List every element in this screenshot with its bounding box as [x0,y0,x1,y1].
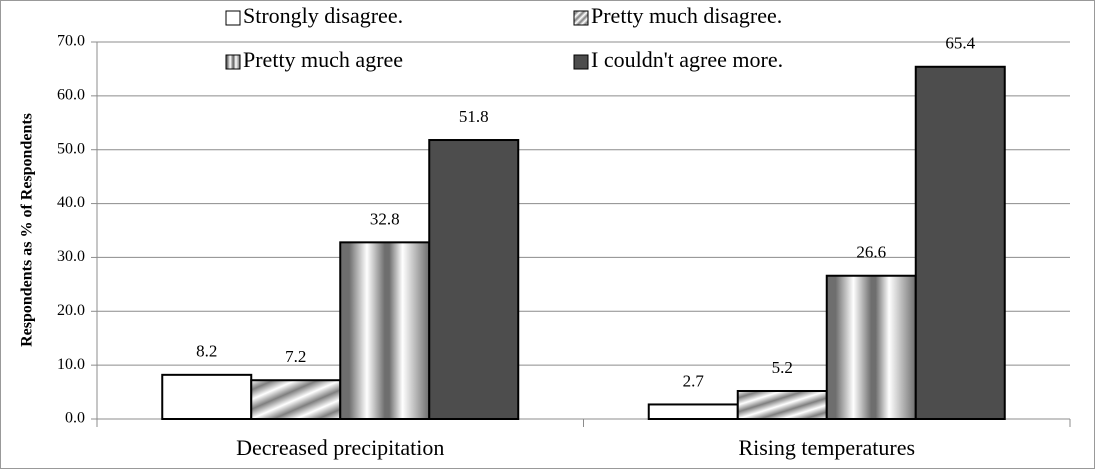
legend-label: Pretty much disagree. [591,3,782,28]
legend-swatch [225,54,241,70]
y-tick-label: 10.0 [57,356,85,373]
legend-swatch [225,10,241,26]
y-tick-label: 60.0 [57,87,85,104]
value-label: 5.2 [772,358,793,377]
x-tick-label: Decreased precipitation [236,435,444,460]
value-label: 51.8 [459,107,489,126]
bar [914,65,1006,420]
y-tick-label: 40.0 [57,194,85,211]
value-label: 2.7 [683,371,705,390]
value-label: 7.2 [285,347,306,366]
legend-label: I couldn't agree more. [591,47,783,72]
legend-label: Pretty much agree [243,47,403,72]
y-tick-label: 30.0 [57,248,85,265]
y-tick-label: 20.0 [57,302,85,319]
legend-swatch [573,54,589,70]
legend-label: Strongly disagree. [243,3,403,28]
x-tick-label: Rising temperatures [738,435,915,460]
bar [825,274,917,420]
value-label: 8.2 [196,342,217,361]
value-label: 32.8 [370,209,400,228]
bar [250,379,342,421]
bar [647,403,739,420]
bar [736,389,828,421]
legend-swatch [573,10,589,26]
y-tick-label: 70.0 [57,33,85,50]
y-tick-label: 0.0 [65,410,85,427]
bar [428,139,520,421]
value-label: 65.4 [945,34,975,53]
value-label: 26.6 [856,243,886,262]
y-tick-label: 50.0 [57,140,85,157]
y-axis-label: Respondents as % of Respondents [19,113,36,347]
bar [161,373,253,420]
bar [339,241,431,420]
